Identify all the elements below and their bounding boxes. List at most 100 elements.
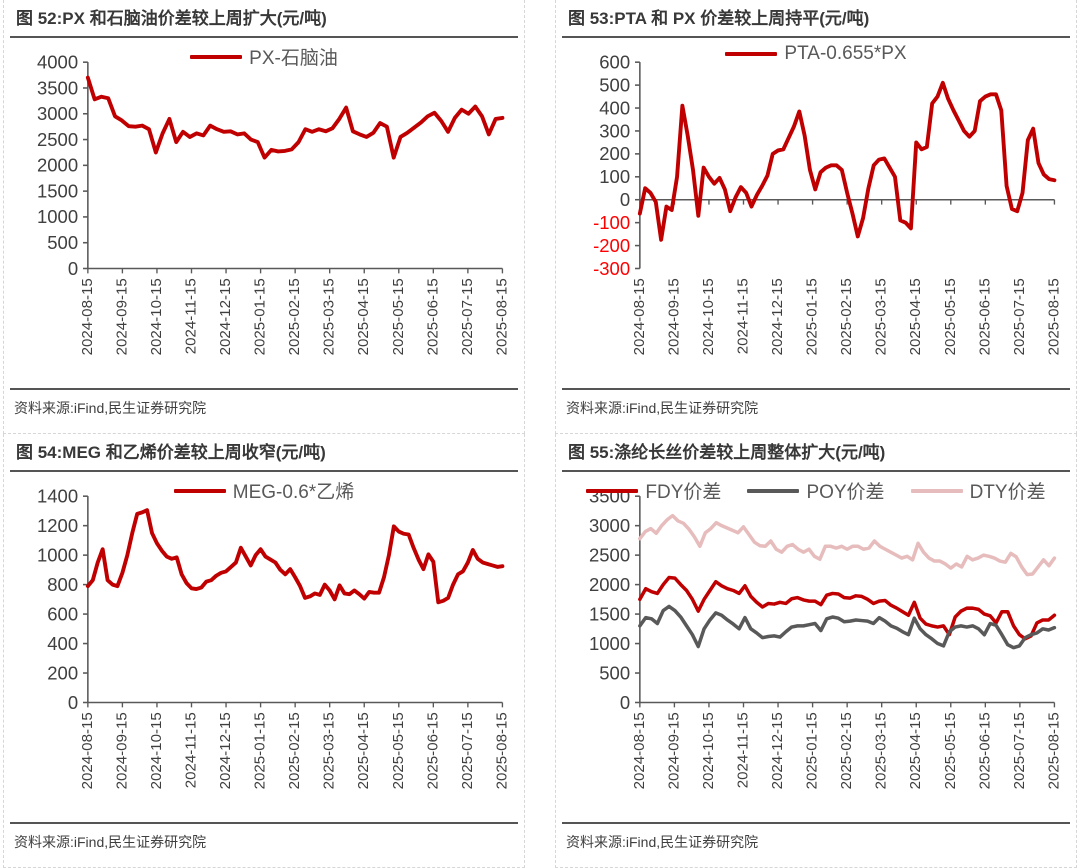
series-FDY价差 — [638, 576, 1057, 641]
chart-fig53: PTA-0.655*PX -300 -200 -100 0 100 200 300 400 50… — [562, 40, 1070, 388]
y-tick-label: 0 — [620, 189, 630, 210]
x-tick-label: 2025-05-15 — [942, 279, 959, 356]
x-tick-label: 2025-02-15 — [838, 713, 855, 790]
series-PTA-0.655*PX — [637, 81, 1057, 243]
x-tick-label: 2024-10-15 — [700, 279, 717, 356]
x-tick-label: 2024-09-15 — [665, 713, 682, 790]
x-tick-label: 2025-06-15 — [976, 713, 993, 790]
x-tick-label: 2025-05-15 — [390, 713, 407, 790]
x-tick-label: 2025-03-15 — [873, 279, 890, 356]
x-tick-label: 2025-06-15 — [424, 713, 441, 790]
y-tick-label: 800 — [47, 574, 78, 595]
y-tick-label: 3500 — [589, 486, 630, 507]
y-tick-label: 2500 — [589, 545, 630, 566]
y-tick-label: 3500 — [37, 78, 78, 99]
x-tick-label: 2025-08-15 — [493, 279, 510, 356]
source-note-fig53: 资料来源:iFind,民生证券研究院 — [562, 388, 1070, 428]
y-tick-label: 200 — [599, 144, 630, 165]
y-tick-label: -300 — [593, 258, 630, 279]
x-tick-label: 2025-03-15 — [873, 713, 890, 790]
panel-title-fig54: 图 54:MEG 和乙烯价差较上周收窄(元/吨) — [10, 434, 518, 473]
y-tick-label: 500 — [599, 75, 630, 96]
y-tick-label: 1200 — [37, 515, 78, 536]
x-tick-label: 2025-01-15 — [252, 279, 269, 356]
y-tick-label: -200 — [593, 235, 630, 256]
x-tick-label: 2025-06-15 — [424, 279, 441, 356]
panel-title-fig52: 图 52:PX 和石脑油价差较上周扩大(元/吨) — [10, 0, 518, 39]
x-tick-label: 2024-09-15 — [113, 279, 130, 356]
y-tick-label: 3000 — [589, 515, 630, 536]
x-tick-label: 2025-05-15 — [390, 279, 407, 356]
x-tick-label: 2025-03-15 — [321, 713, 338, 790]
series-POY价差 — [638, 605, 1057, 650]
y-tick-label: 500 — [599, 663, 630, 684]
x-tick-label: 2024-08-15 — [631, 279, 648, 356]
y-tick-label: 1500 — [589, 604, 630, 625]
y-tick-label: 4000 — [37, 52, 78, 73]
x-tick-label: 2025-08-15 — [1045, 279, 1062, 356]
y-tick-label: 1400 — [37, 486, 78, 507]
x-tick-label: 2025-02-15 — [286, 279, 303, 356]
x-tick-label: 2025-01-15 — [252, 713, 269, 790]
y-tick-label: 1000 — [37, 545, 78, 566]
y-tick-label: 2000 — [589, 574, 630, 595]
panel-fig53: 图 53:PTA 和 PX 价差较上周持平(元/吨) PTA-0.655*PX … — [555, 0, 1077, 434]
series-PX-石脑油 — [85, 76, 505, 160]
y-tick-label: 0 — [620, 692, 630, 713]
y-tick-label: 400 — [47, 633, 78, 654]
y-tick-label: 3000 — [37, 103, 78, 124]
y-tick-label: 0 — [68, 692, 78, 713]
x-tick-label: 2025-07-15 — [459, 713, 476, 790]
x-tick-label: 2025-07-15 — [1011, 279, 1028, 356]
x-tick-label: 2025-04-15 — [355, 279, 372, 356]
plot-svg: 0 200 400 600 800 1000 1200 1400 2024-08-15 2024-… — [37, 486, 510, 790]
y-tick-label: 1000 — [589, 633, 630, 654]
source-note-fig52: 资料来源:iFind,民生证券研究院 — [10, 388, 518, 428]
chart-fig55: FDY价差 POY价差 DTY价差 0 500 1000 1500 2000 2500 3000… — [562, 474, 1070, 822]
x-tick-label: 2024-12-15 — [769, 713, 786, 790]
panel-title-fig53: 图 53:PTA 和 PX 价差较上周持平(元/吨) — [562, 0, 1070, 39]
source-note-fig54: 资料来源:iFind,民生证券研究院 — [10, 822, 518, 862]
x-tick-label: 2024-10-15 — [148, 279, 165, 356]
x-tick-label: 2025-02-15 — [286, 713, 303, 790]
y-tick-label: 2000 — [37, 155, 78, 176]
x-tick-label: 2025-04-15 — [907, 279, 924, 356]
panel-title-fig55: 图 55:涤纶长丝价差较上周整体扩大(元/吨) — [562, 434, 1070, 473]
series-MEG-0.6*乙烯 — [85, 508, 505, 605]
x-tick-label: 2025-07-15 — [1011, 713, 1028, 790]
x-tick-label: 2025-07-15 — [459, 279, 476, 356]
y-tick-label: 100 — [599, 167, 630, 188]
x-tick-label: 2025-08-15 — [493, 713, 510, 790]
x-tick-label: 2024-11-15 — [734, 279, 751, 355]
x-tick-label: 2025-01-15 — [804, 713, 821, 790]
y-tick-label: 400 — [599, 98, 630, 119]
x-tick-label: 2025-08-15 — [1045, 713, 1062, 790]
y-tick-label: 200 — [47, 663, 78, 684]
x-tick-label: 2024-11-15 — [182, 279, 199, 355]
x-tick-label: 2024-12-15 — [769, 279, 786, 356]
x-tick-label: 2024-11-15 — [182, 713, 199, 789]
y-tick-label: 300 — [599, 121, 630, 142]
x-tick-label: 2024-10-15 — [700, 713, 717, 790]
y-tick-label: 1000 — [37, 207, 78, 228]
x-tick-label: 2024-12-15 — [217, 279, 234, 356]
y-tick-label: 500 — [47, 232, 78, 253]
y-tick-label: 2500 — [37, 129, 78, 150]
x-tick-label: 2025-04-15 — [355, 713, 372, 790]
panel-fig52: 图 52:PX 和石脑油价差较上周扩大(元/吨) PX-石脑油 0 500 1000… — [3, 0, 525, 434]
x-tick-label: 2025-04-15 — [907, 713, 924, 790]
y-tick-label: 1500 — [37, 181, 78, 202]
x-tick-label: 2025-06-15 — [976, 279, 993, 356]
x-tick-label: 2024-12-15 — [217, 713, 234, 790]
y-tick-label: -100 — [593, 212, 630, 233]
x-tick-label: 2024-09-15 — [665, 279, 682, 356]
x-tick-label: 2024-09-15 — [113, 713, 130, 790]
panel-fig55: 图 55:涤纶长丝价差较上周整体扩大(元/吨) FDY价差 POY价差 DTY价差 … — [555, 434, 1077, 868]
x-tick-label: 2024-08-15 — [631, 713, 648, 790]
plot-svg: 0 500 1000 1500 2000 2500 3000 3500 4000 2024-08-… — [37, 52, 510, 356]
x-tick-label: 2025-03-15 — [321, 279, 338, 356]
source-note-fig55: 资料来源:iFind,民生证券研究院 — [562, 822, 1070, 862]
series-DTY价差 — [638, 514, 1057, 577]
